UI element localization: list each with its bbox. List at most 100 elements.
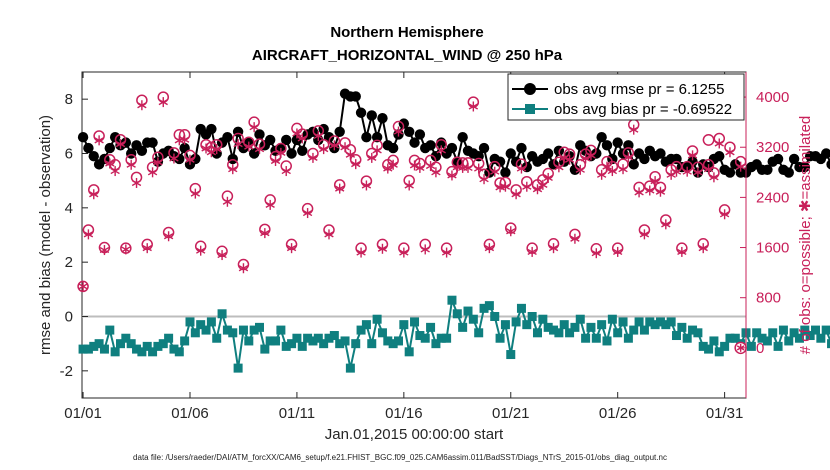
obs-assimilated-point: [554, 162, 564, 173]
obs-assimilated-point: [345, 149, 356, 160]
asterisk-stroke: [238, 265, 249, 272]
obs-assimilated-point: [335, 183, 345, 194]
obs-assimilated-point: [511, 189, 521, 200]
asterisk-stroke: [233, 140, 243, 148]
rmse-point: [147, 137, 158, 148]
asterisk-stroke: [666, 171, 676, 178]
bias-point: [287, 339, 297, 349]
bias-point: [169, 344, 179, 354]
asterisk-stroke: [415, 164, 425, 172]
asterisk-stroke: [484, 245, 495, 252]
asterisk-stroke: [436, 147, 446, 154]
plot-area: [81, 71, 747, 399]
bias-point: [479, 303, 489, 313]
bias-point: [329, 331, 339, 341]
obs-assimilated-point: [367, 152, 377, 163]
bias-point: [121, 333, 131, 343]
obs-assimilated-point: [260, 228, 270, 239]
y-axis-label-left: rmse and bias (model - observation): [37, 115, 54, 355]
obs-assimilated-point: [586, 150, 596, 161]
rmse-highlight-point: [702, 133, 715, 146]
obs-assimilated-point: [714, 138, 724, 149]
bias-point: [570, 322, 580, 332]
asterisk-stroke: [388, 161, 398, 168]
rmse-point: [297, 145, 308, 156]
y-tick-label-right: 4000: [756, 89, 789, 106]
obs-assimilated-point: [276, 147, 286, 158]
rmse-point: [628, 159, 639, 170]
obs-assimilated-point: [340, 142, 350, 153]
bias-point: [597, 320, 607, 330]
bias-point: [784, 336, 794, 346]
asterisk-stroke: [137, 102, 147, 109]
y-tick-label-left: 6: [65, 146, 73, 163]
bias-point: [671, 331, 681, 341]
asterisk-stroke: [532, 186, 543, 193]
y-axis-label-right: # of obs: o=possible; ✱=assimilated: [797, 116, 814, 355]
asterisk-stroke: [463, 164, 473, 172]
asterisk-stroke: [254, 146, 265, 153]
rmse-point: [206, 123, 217, 135]
rmse-point: [478, 142, 490, 154]
asterisk-stroke: [313, 132, 323, 140]
bias-point: [730, 333, 740, 343]
obs-assimilated-point: [110, 166, 120, 177]
bias-point: [565, 328, 575, 338]
asterisk-stroke: [179, 136, 190, 143]
y-tick-label-left: 8: [65, 91, 73, 108]
asterisk-stroke: [431, 169, 441, 176]
obs-assimilated-point: [286, 243, 297, 254]
bias-point: [180, 336, 190, 346]
bias-point: [132, 344, 142, 354]
obs-assimilated-point: [623, 152, 634, 163]
bias-point: [532, 328, 542, 338]
rmse-point: [104, 142, 116, 154]
obs-assimilated-point: [500, 181, 511, 192]
bias-point: [645, 317, 655, 327]
bias-point: [228, 328, 238, 338]
asterisk-stroke: [554, 164, 564, 171]
obs-assimilated-point: [527, 246, 537, 257]
asterisk-stroke: [131, 179, 142, 187]
obs-assimilated-point: [121, 244, 131, 255]
asterisk-stroke: [142, 245, 152, 252]
chart-title: Northern Hemisphere: [330, 24, 483, 41]
obs-assimilated-point: [238, 263, 249, 274]
bias-point: [94, 339, 104, 349]
obs-assimilated-point: [244, 141, 254, 152]
asterisk-stroke: [495, 184, 505, 191]
bias-point: [447, 295, 457, 305]
asterisk-stroke: [687, 152, 698, 159]
bias-point: [212, 333, 222, 343]
obs-assimilated-point: [393, 126, 404, 137]
bias-point: [99, 344, 109, 354]
obs-assimilated-point: [532, 184, 543, 195]
obs-assimilated-point: [559, 152, 569, 163]
bias-point: [372, 314, 382, 324]
obs-assimilated-point: [564, 154, 575, 165]
obs-assimilated-point: [484, 243, 495, 254]
bias-point: [821, 325, 830, 335]
obs-assimilated-point: [725, 147, 735, 158]
bias-point: [527, 312, 537, 321]
rmse-point: [724, 167, 736, 178]
bias-point: [319, 339, 329, 349]
legend-box: [507, 73, 745, 121]
obs-assimilated-point: [431, 167, 441, 178]
bias-point: [522, 320, 532, 330]
obs-assimilated-point: [543, 172, 553, 183]
obs-assimilated-point: [351, 159, 361, 170]
asterisk-stroke: [682, 168, 692, 175]
obs-assimilated-point: [105, 158, 115, 169]
obs-assimilated-point: [602, 161, 612, 172]
asterisk-stroke: [655, 188, 666, 195]
bias-point: [196, 320, 206, 330]
rmse-point: [227, 153, 238, 165]
bias-point: [271, 336, 281, 346]
bias-point: [297, 341, 307, 351]
bias-point: [110, 347, 120, 357]
bias-point: [174, 347, 184, 357]
bias-point: [816, 333, 826, 343]
bias-point: [613, 328, 623, 338]
rmse-point: [409, 137, 420, 148]
